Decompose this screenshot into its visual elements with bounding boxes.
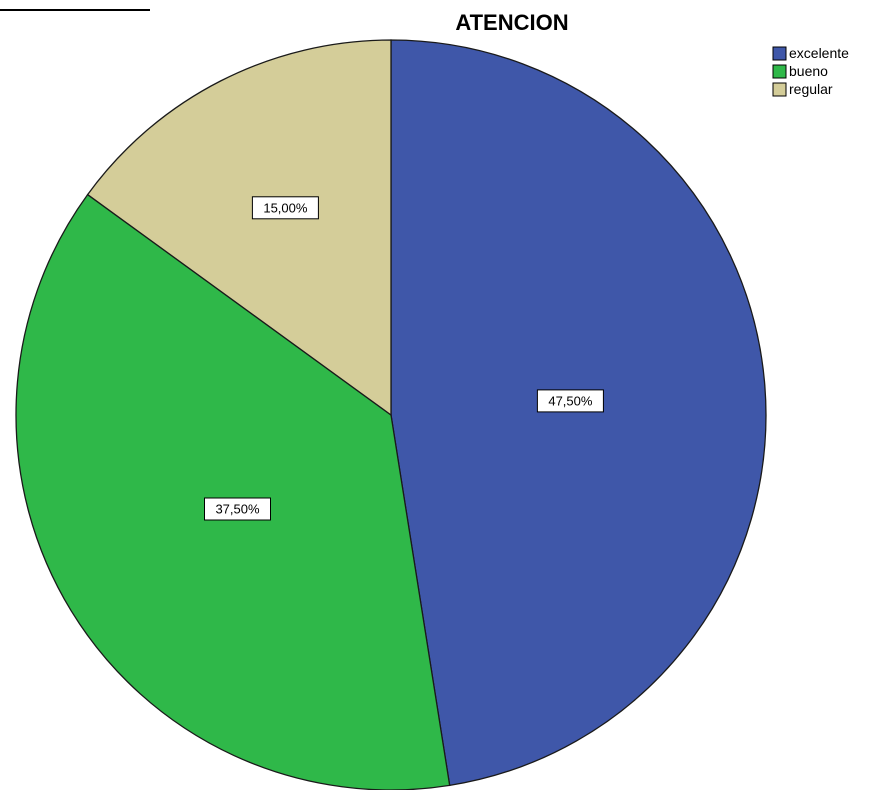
data-label-text-bueno: 37,50% xyxy=(215,502,260,517)
corner-divider-line xyxy=(0,9,150,11)
pie-slice-regular xyxy=(86,39,392,417)
legend: excelente bueno regular xyxy=(772,45,849,97)
legend-label-regular: regular xyxy=(789,81,833,97)
legend-swatch-excelente xyxy=(772,46,787,61)
data-label-box-excelente xyxy=(536,389,604,413)
pie-slice-bueno xyxy=(15,193,451,791)
pie-slice-excelente xyxy=(390,39,767,787)
legend-swatch-bueno xyxy=(772,64,787,79)
data-label-text-excelente: 47,50% xyxy=(548,393,593,408)
legend-label-excelente: excelente xyxy=(789,45,849,61)
pie-slices xyxy=(15,39,767,791)
pie-data-labels: 47,50% 37,50% 15,00% xyxy=(204,196,604,521)
legend-swatch-regular xyxy=(772,82,787,97)
data-label-regular: 15,00% xyxy=(251,196,319,220)
data-label-bueno: 37,50% xyxy=(204,497,271,521)
legend-item-regular: regular xyxy=(772,81,833,97)
chart-title: ATENCION xyxy=(455,10,568,35)
data-label-box-regular xyxy=(251,196,319,220)
data-label-excelente: 47,50% xyxy=(536,389,604,413)
data-label-text-regular: 15,00% xyxy=(263,200,308,215)
legend-label-bueno: bueno xyxy=(789,63,828,79)
legend-item-bueno: bueno xyxy=(772,63,828,79)
legend-item-excelente: excelente xyxy=(772,45,849,61)
data-label-box-bueno xyxy=(204,497,271,521)
